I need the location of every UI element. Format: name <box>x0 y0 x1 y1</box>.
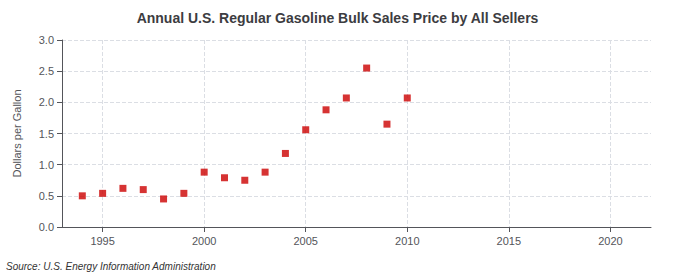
svg-text:2000: 2000 <box>192 235 216 247</box>
svg-text:2015: 2015 <box>497 235 521 247</box>
svg-text:2010: 2010 <box>395 235 419 247</box>
svg-text:Source: U.S. Energy Informatio: Source: U.S. Energy Information Administ… <box>6 261 216 272</box>
svg-text:2.0: 2.0 <box>39 96 54 108</box>
svg-text:Annual U.S. Regular Gasoline B: Annual U.S. Regular Gasoline Bulk Sales … <box>137 10 539 26</box>
svg-text:2.5: 2.5 <box>39 65 54 77</box>
svg-text:0.0: 0.0 <box>39 221 54 233</box>
svg-text:2005: 2005 <box>293 235 317 247</box>
svg-text:Dollars per Gallon: Dollars per Gallon <box>11 89 23 177</box>
svg-text:1995: 1995 <box>90 235 114 247</box>
svg-text:0.5: 0.5 <box>39 190 54 202</box>
svg-text:2020: 2020 <box>598 235 622 247</box>
svg-text:1.0: 1.0 <box>39 159 54 171</box>
svg-text:1.5: 1.5 <box>39 128 54 140</box>
svg-text:3.0: 3.0 <box>39 34 54 46</box>
